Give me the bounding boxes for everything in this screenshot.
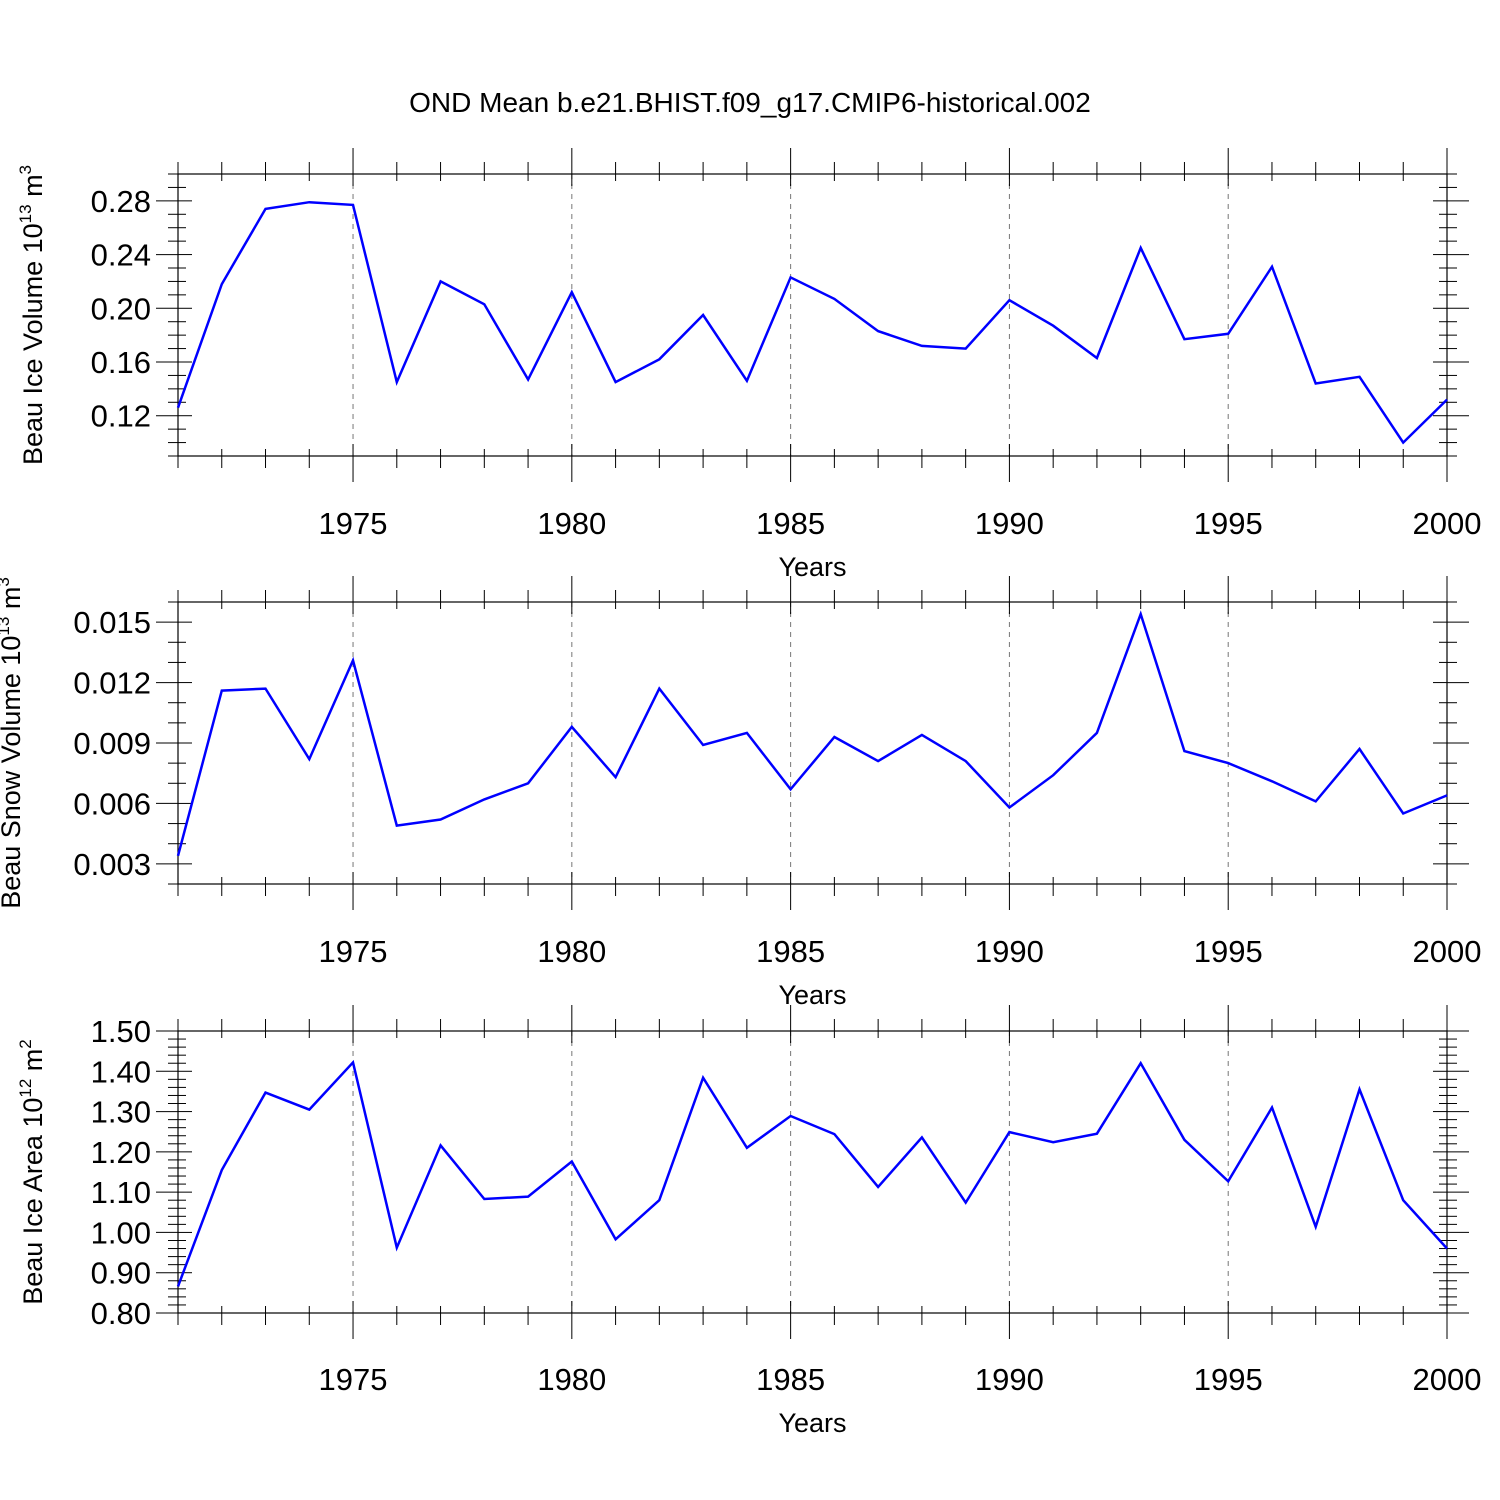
ice-volume-y-axis-title-ylabel-sup: 13: [16, 204, 35, 223]
ice-area-y-tick-label: 1.00: [91, 1215, 151, 1250]
ice-area-y-tick-label: 0.90: [91, 1256, 151, 1291]
snow-volume-y-axis-title-ylabel-sup: 13: [0, 617, 13, 636]
ice-area-x-tick-label: 1975: [319, 1362, 388, 1397]
ice-area-y-axis-title-ylabel-sup: 12: [16, 1079, 35, 1098]
snow-volume-plot-frame: [177, 601, 1448, 885]
ice-area-y-tick-label: 1.20: [91, 1135, 151, 1170]
snow-volume-x-axis-title: Years: [778, 980, 846, 1010]
ice-area-y-axis-title-ylabel: Beau Ice Area 10: [18, 1098, 48, 1305]
snow-volume-x-tick-label: 1975: [319, 934, 388, 969]
ice-area-x-tick-label: 1990: [975, 1362, 1044, 1397]
ice-area-y-tick-label: 0.80: [91, 1296, 151, 1331]
ice-area-y-axis-title-ylabel-unit: m: [18, 1049, 48, 1079]
ice-volume-y-tick-label: 0.24: [91, 238, 151, 273]
snow-volume-x-tick-label: 1980: [537, 934, 606, 969]
snow-volume-y-tick-label: 0.015: [73, 605, 151, 640]
ice-area-plot-frame: [177, 1030, 1448, 1314]
ice-volume-x-tick-label: 1990: [975, 506, 1044, 541]
ice-volume-x-tick-label: 1975: [319, 506, 388, 541]
ice-area-y-tick-label: 1.30: [91, 1095, 151, 1130]
snow-volume-y-axis-title-ylabel-unit: m: [0, 587, 26, 617]
snow-volume-x-tick-label: 2000: [1413, 934, 1482, 969]
ice-volume-x-tick-label: 1995: [1194, 506, 1263, 541]
ice-volume-x-tick-label: 1985: [756, 506, 825, 541]
snow-volume-panel: 0.003 0.006 0.009 0.012 0.015 1975 1980 1985 199…: [0, 576, 1481, 1010]
ice-area-x-tick-label: 1985: [756, 1362, 825, 1397]
ice-volume-y-tick-label: 0.28: [91, 184, 151, 219]
snow-volume-y-tick-label: 0.012: [73, 666, 151, 701]
snow-volume-y-axis-title-ylabel-unit-sup: 3: [0, 577, 13, 586]
ice-volume-y-tick-label: 0.12: [91, 399, 151, 434]
ice-volume-plot-frame: [177, 173, 1448, 457]
snow-volume-y-tick-label: 0.003: [73, 847, 151, 882]
snow-volume-y-tick-label: 0.006: [73, 786, 151, 821]
snow-volume-y-tick-label: 0.009: [73, 726, 151, 761]
ice-area-y-tick-label: 1.50: [91, 1014, 151, 1049]
ice-volume-y-axis-title-ylabel-unit: m: [18, 174, 48, 204]
ice-volume-x-tick-label: 2000: [1413, 506, 1482, 541]
ice-volume-y-axis-title-ylabel: Beau Ice Volume 10: [18, 223, 48, 465]
ice-area-x-axis-title: Years: [778, 1408, 846, 1438]
ice-area-panel: 0.80 0.90 1.00 1.10 1.20 1.30 1.40 1.50 1975 1980…: [16, 1005, 1481, 1438]
ice-area-x-tick-label: 2000: [1413, 1362, 1482, 1397]
ice-volume-y-axis-title: Beau Ice Volume 1013 m3: [16, 165, 48, 465]
ice-area-x-tick-label: 1980: [537, 1362, 606, 1397]
snow-volume-x-tick-label: 1995: [1194, 934, 1263, 969]
ice-area-x-tick-label: 1995: [1194, 1362, 1263, 1397]
snow-volume-series-line: [176, 610, 1448, 857]
ice-area-y-axis-title-ylabel-unit-sup: 2: [16, 1039, 35, 1048]
ice-area-y-tick-label: 1.40: [91, 1054, 151, 1089]
ice-area-series-line: [176, 1059, 1448, 1287]
ice-volume-y-tick-label: 0.20: [91, 291, 151, 326]
ice-volume-x-axis-title: Years: [778, 552, 846, 582]
snow-volume-y-axis-title-ylabel: Beau Snow Volume 10: [0, 636, 26, 909]
figure-title: OND Mean b.e21.BHIST.f09_g17.CMIP6-histo…: [409, 87, 1091, 118]
ice-volume-y-tick-label: 0.16: [91, 345, 151, 380]
ice-volume-y-axis-title-ylabel-unit-sup: 3: [16, 165, 35, 174]
ice-area-y-axis-title: Beau Ice Area 1012 m2: [16, 1039, 48, 1305]
ice-volume-series-line: [176, 200, 1448, 445]
ice-volume-panel: 0.12 0.16 0.20 0.24 0.28 1975 1980 1985 1990 1995…: [16, 148, 1481, 582]
snow-volume-x-tick-label: 1985: [756, 934, 825, 969]
ice-area-y-tick-label: 1.10: [91, 1175, 151, 1210]
snow-volume-x-tick-label: 1990: [975, 934, 1044, 969]
ice-volume-x-tick-label: 1980: [537, 506, 606, 541]
snow-volume-y-axis-title: Beau Snow Volume 1013 m3: [0, 577, 26, 909]
